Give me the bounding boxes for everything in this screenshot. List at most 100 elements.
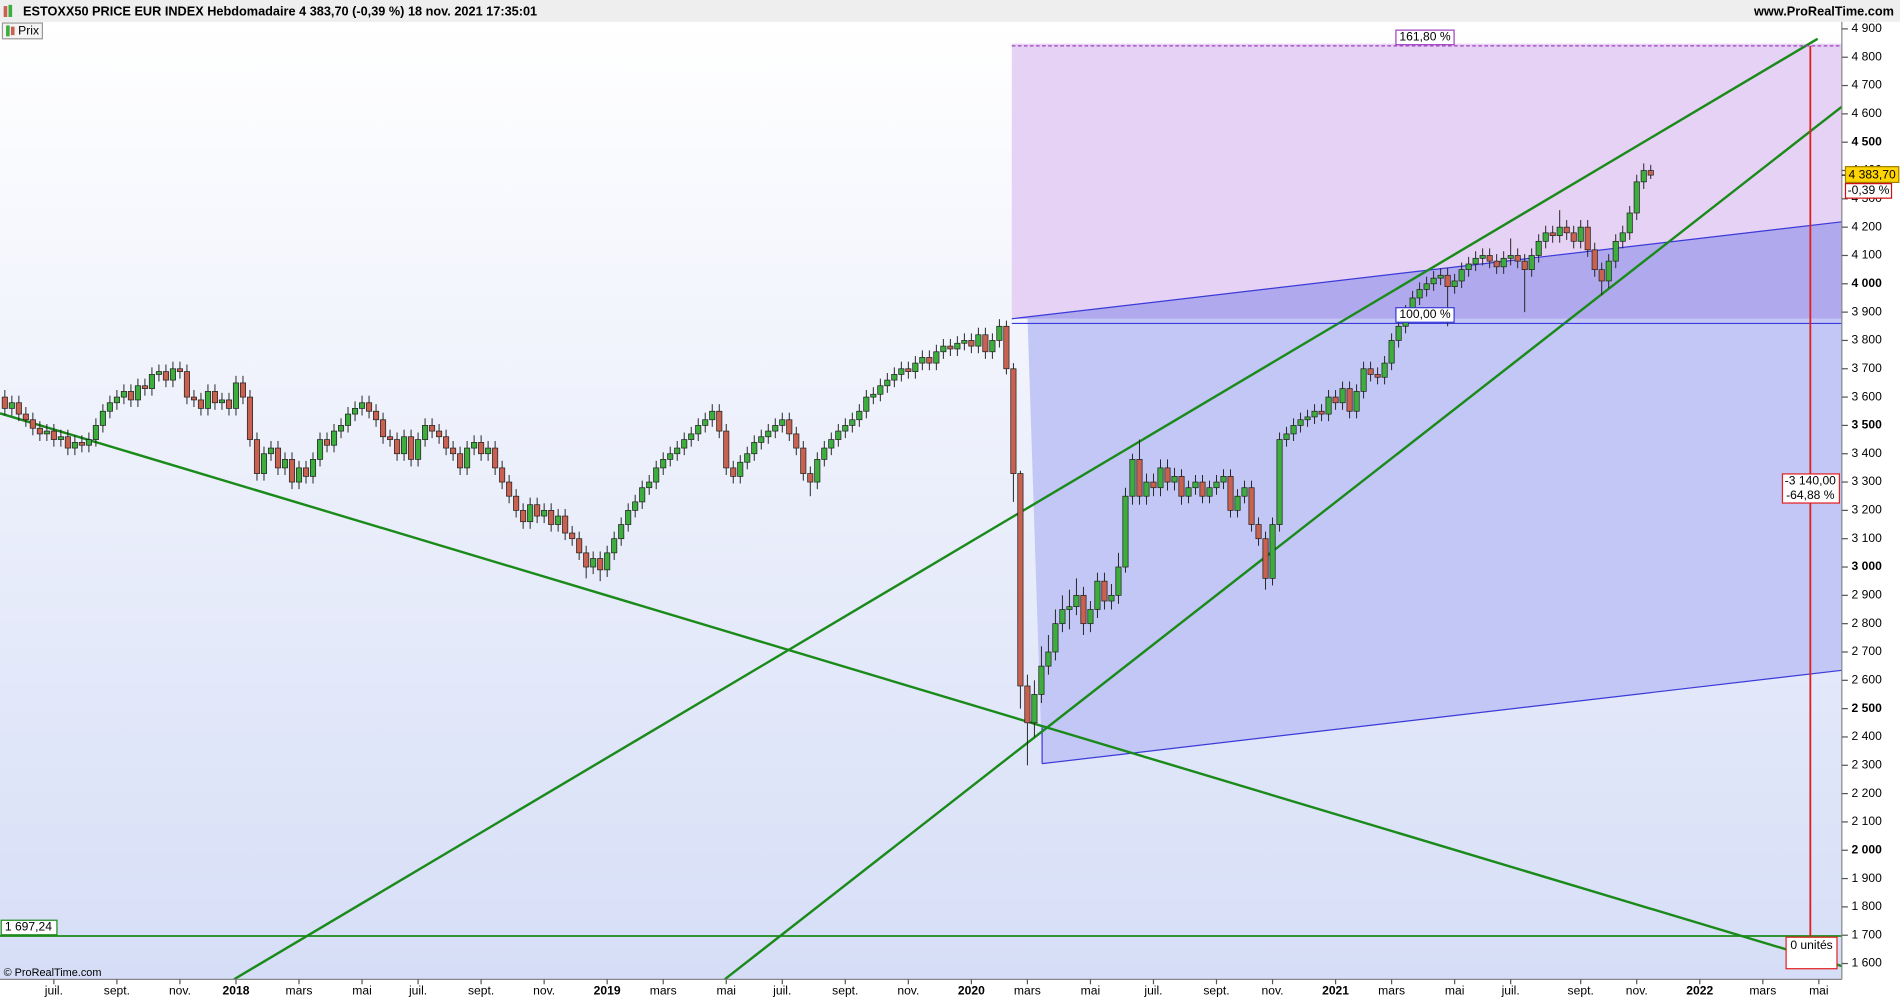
candle-body	[85, 439, 92, 446]
candle-body	[239, 382, 247, 398]
y-tick-label: 1 600	[1852, 956, 1883, 970]
candle-body	[758, 436, 765, 443]
trend-line	[723, 105, 1842, 980]
candle-body	[1388, 340, 1395, 364]
candle-body	[1521, 260, 1528, 271]
candle-body	[1584, 226, 1591, 251]
candle-body	[1129, 459, 1136, 497]
candle-body	[1241, 487, 1248, 497]
candle-body	[1304, 416, 1311, 421]
candle-body	[1472, 257, 1479, 265]
candle-body	[295, 467, 303, 483]
candle-body	[443, 436, 450, 449]
x-tick-label: sept.	[468, 984, 494, 998]
header-title: ESTOXX50 PRICE EUR INDEX Hebdomadaire 4 …	[23, 3, 537, 18]
candle-body	[218, 399, 225, 404]
y-tick-label: 2 300	[1852, 757, 1883, 771]
candle-body	[639, 487, 646, 503]
x-tick-label: nov.	[897, 984, 919, 998]
candle-body	[401, 436, 408, 455]
y-tick-label: 3 800	[1852, 333, 1883, 347]
candle-body	[583, 552, 590, 568]
y-tick-label: 2 700	[1852, 644, 1883, 658]
candle-body	[940, 345, 947, 353]
candle-body	[765, 430, 772, 438]
candle-body	[1297, 419, 1304, 426]
candle-body	[1591, 249, 1598, 271]
candle-body	[1465, 263, 1472, 271]
last-price-box	[1844, 166, 1900, 184]
candle-body	[842, 425, 849, 432]
candle-body	[380, 419, 387, 438]
candle-body	[660, 459, 667, 469]
x-tick-label: sept.	[832, 984, 858, 998]
x-tick-label: mars	[650, 984, 677, 998]
candle-body	[1381, 362, 1388, 378]
candle-body	[1479, 255, 1486, 259]
candle-body	[50, 430, 57, 440]
candle-body	[1157, 467, 1164, 489]
y-tick-label: 4 500	[1852, 134, 1883, 148]
candle-body	[36, 427, 43, 435]
candle-body	[373, 410, 380, 421]
y-tick-label: 4 100	[1852, 248, 1883, 262]
candle-body	[1367, 368, 1374, 375]
candle-body	[330, 430, 338, 446]
candle-body	[562, 515, 569, 534]
candle-body	[772, 425, 779, 432]
channel-zone	[1011, 318, 1842, 764]
y-tick-label: 4 900	[1852, 21, 1883, 35]
y-tick-label: 2 800	[1852, 616, 1883, 630]
last-price-label: 4 383,70	[1849, 167, 1896, 181]
candle-body	[359, 402, 366, 409]
y-tick-label: 4 200	[1852, 219, 1883, 233]
candle-body	[127, 391, 134, 401]
candle-body	[1199, 481, 1206, 497]
candle-body	[926, 357, 933, 364]
candle-body	[309, 459, 317, 477]
y-tick-label: 4 600	[1852, 106, 1883, 120]
candle-body	[1556, 226, 1563, 237]
candle-body	[1437, 274, 1444, 279]
candle-body	[527, 504, 534, 523]
candle-body	[1339, 388, 1346, 404]
x-tick-label: nov.	[169, 984, 191, 998]
candle-body	[478, 442, 485, 455]
y-tick-label: 4 800	[1852, 49, 1883, 63]
x-tick-label: 2021	[1322, 984, 1349, 998]
candle-body	[1290, 425, 1297, 435]
header-site: www.ProRealTime.com	[1753, 3, 1894, 18]
candle-body	[485, 447, 492, 455]
candle-body	[288, 459, 296, 483]
legend-label: Prix	[18, 24, 39, 38]
candle-body	[1528, 255, 1535, 271]
y-tick-label: 2 500	[1852, 701, 1883, 715]
candle-body	[394, 439, 401, 455]
candle-body	[856, 410, 863, 421]
y-tick-label: 3 200	[1852, 503, 1883, 517]
candle-body	[870, 393, 877, 398]
candle-body	[1150, 481, 1157, 489]
candle-body	[1220, 476, 1227, 483]
candle-body	[695, 425, 702, 435]
candle-body	[898, 368, 905, 375]
marks	[0, 45, 1842, 937]
candle-body	[674, 447, 681, 455]
candle-body	[1507, 255, 1514, 259]
candle-body	[1423, 283, 1430, 290]
y-tick-label: 2 000	[1852, 842, 1883, 856]
y-tick-label: 2 600	[1852, 673, 1883, 687]
candle-body	[520, 510, 527, 523]
candle-body	[1178, 476, 1185, 497]
candle-body	[632, 501, 639, 511]
candle-body	[1542, 232, 1549, 242]
candle-body	[1094, 580, 1101, 610]
candle-body	[302, 467, 310, 477]
x-tick-label: mars	[286, 984, 313, 998]
y-tick-label: 3 900	[1852, 304, 1883, 318]
legend-swatch	[6, 25, 10, 37]
candle-body	[982, 334, 989, 353]
y-tick-label: 3 700	[1852, 361, 1883, 375]
